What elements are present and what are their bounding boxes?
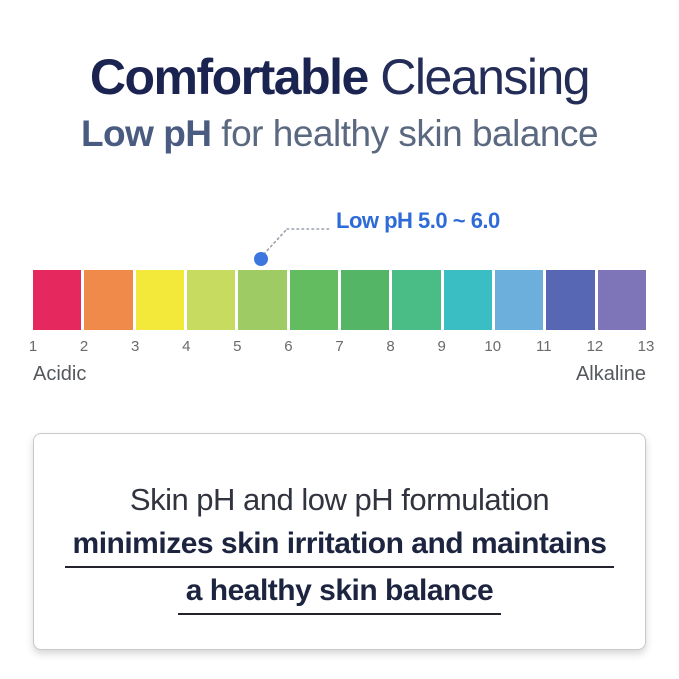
callout-label: Low pH 5.0 ~ 6.0: [336, 208, 500, 233]
info-line-3: a healthy skin balance: [177, 574, 502, 615]
ph-tick-5: 5: [233, 338, 242, 355]
ph-tick-6: 6: [284, 338, 293, 355]
page-title: Comfortable Cleansing: [0, 50, 679, 105]
ph-tick-7: 7: [335, 338, 344, 355]
title-strong-text: Comfortable: [89, 49, 369, 105]
ph-segment-4-5: [186, 270, 236, 330]
ph-segment-5-6: [238, 270, 287, 330]
ph-segment-10-11: [494, 270, 544, 330]
callout-dot-icon: [254, 252, 268, 266]
ph-segment-2-3: [84, 270, 133, 330]
acidic-label: Acidic: [33, 363, 87, 385]
ph-endpoint-labels: Acidic Alkaline: [33, 363, 646, 386]
ph-tick-row: 1 2 3 4 5 6 7 8 9 10 11 12 13: [29, 338, 655, 356]
info-box: Skin pH and low pH formulation minimizes…: [33, 433, 646, 650]
info-line-2: minimizes skin irritation and maintains: [64, 527, 615, 568]
ph-tick-8: 8: [386, 338, 395, 355]
ph-tick-13: 13: [637, 338, 655, 355]
ph-tick-2: 2: [79, 338, 89, 355]
subtitle-light-text: for healthy skin balance: [211, 113, 599, 154]
ph-segment-11-12: [546, 270, 595, 330]
ph-segment-1-2: [33, 270, 82, 330]
alkaline-label: Alkaline: [575, 363, 646, 385]
ph-color-bar: [33, 270, 646, 330]
ph-segment-7-8: [340, 270, 390, 330]
ph-callout: Low pH 5.0 ~ 6.0: [33, 200, 646, 270]
ph-segment-3-4: [135, 270, 184, 330]
ph-segment-6-7: [289, 270, 338, 330]
title-light-text: Cleansing: [367, 49, 590, 105]
page-subtitle: Low pH for healthy skin balance: [0, 113, 679, 156]
ph-segment-9-10: [443, 270, 492, 330]
ph-tick-11: 11: [536, 338, 552, 355]
ph-tick-10: 10: [484, 338, 502, 355]
callout-leader-line-diagonal: [263, 228, 288, 255]
callout-leader-graphic: [254, 228, 331, 266]
ph-segment-12-13: [597, 270, 646, 330]
ph-tick-12: 12: [586, 338, 604, 355]
ph-tick-1: 1: [28, 338, 38, 355]
subtitle-strong-text: Low pH: [80, 113, 212, 154]
info-line-1: Skin pH and low pH formulation: [129, 482, 550, 517]
ph-tick-3: 3: [130, 338, 140, 355]
ph-scale: Low pH 5.0 ~ 6.0 1 2 3 4 5 6 7 8 9 10 11 12 13 Acidi…: [29, 200, 655, 386]
ph-segment-8-9: [392, 270, 441, 330]
ph-tick-4: 4: [182, 338, 191, 355]
ph-tick-9: 9: [437, 338, 446, 355]
